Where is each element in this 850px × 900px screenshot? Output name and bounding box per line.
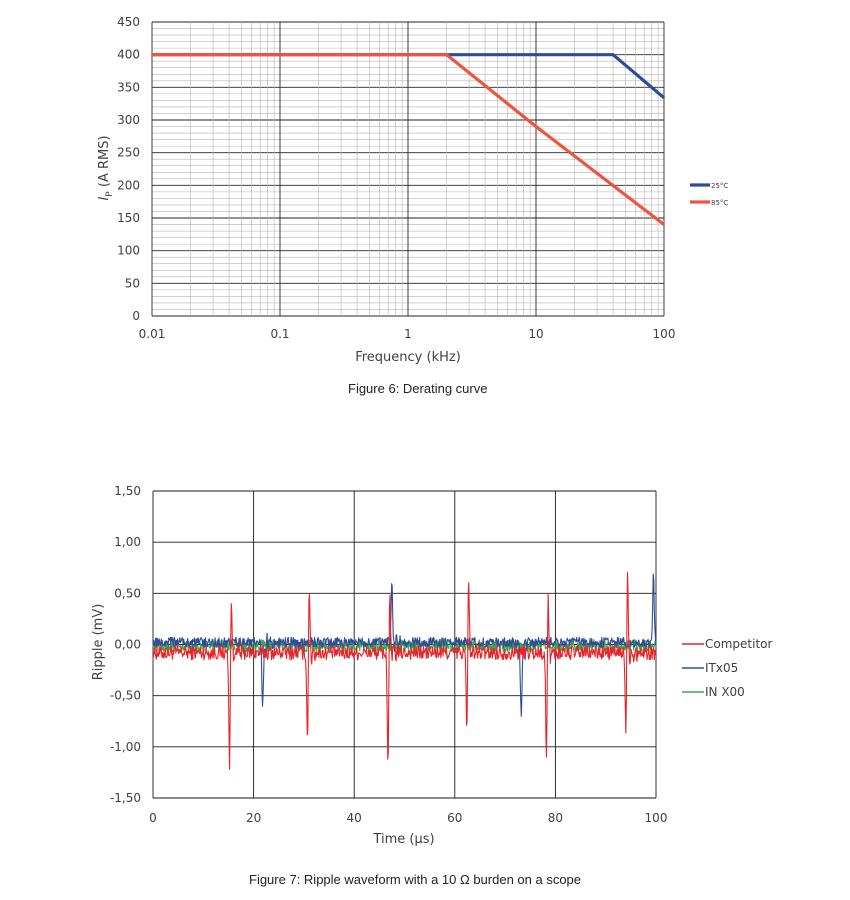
- chart2-series: [152, 571, 657, 770]
- legend-label: 25°C: [711, 182, 728, 190]
- chart1-x-axis-title: Frequency (kHz): [355, 350, 461, 365]
- y-tick-label: 400: [117, 48, 140, 62]
- series-line-competitor: [152, 571, 657, 770]
- derating-chart: 0 50 100 150 200 250 300 350 400 450 0.01 0.1 1 10 100…: [97, 15, 728, 365]
- x-tick-label: 0.01: [139, 327, 166, 341]
- y-tick-label: 350: [117, 80, 140, 94]
- chart2-tick-labels: -1,50 -1,00 -0,50 0,00 0,50 1,00 1,50 0 20 40 60 80…: [110, 484, 668, 825]
- y-tick-label: -0,50: [110, 689, 141, 703]
- chart2-y-axis-title: Ripple (mV): [91, 604, 106, 681]
- y-tick-label: 0,50: [114, 586, 141, 600]
- chart1-y-axis-title: IP (A RMS): [97, 135, 115, 200]
- y-tick-label: 0: [132, 309, 140, 323]
- x-tick-label: 80: [548, 811, 563, 825]
- chart1-tick-labels: 0 50 100 150 200 250 300 350 400 450 0.01 0.1 1 10 100: [117, 15, 675, 341]
- figure6-caption: Figure 6: Derating curve: [348, 381, 488, 396]
- y-tick-label: 1,50: [114, 484, 141, 498]
- y-tick-label: 1,00: [114, 535, 141, 549]
- x-tick-label: 40: [347, 811, 362, 825]
- y-tick-label: 300: [117, 113, 140, 127]
- figure7-caption: Figure 7: Ripple waveform with a 10 Ω bu…: [249, 872, 582, 887]
- x-tick-label: 100: [653, 327, 676, 341]
- y-tick-label: 200: [117, 178, 140, 192]
- y-tick-label: -1,00: [110, 740, 141, 754]
- y-tick-label: 150: [117, 211, 140, 225]
- y-tick-label: 450: [117, 15, 140, 29]
- series-line-itx05: [152, 573, 657, 717]
- legend-label: 85°C: [711, 199, 728, 207]
- legend-label: IN X00: [705, 685, 745, 699]
- x-tick-label: 0.1: [270, 327, 289, 341]
- x-tick-label: 0: [149, 811, 157, 825]
- ripple-chart: -1,50 -1,00 -0,50 0,00 0,50 1,00 1,50 0 20 40 60 80…: [91, 484, 772, 847]
- y-tick-label: 50: [125, 276, 140, 290]
- chart1-legend: 25°C 85°C: [690, 182, 728, 207]
- x-tick-label: 10: [528, 327, 543, 341]
- chart2-legend: Competitor ITx05 IN X00: [682, 637, 772, 699]
- x-tick-label: 100: [645, 811, 668, 825]
- x-tick-label: 20: [246, 811, 261, 825]
- legend-label: ITx05: [705, 661, 738, 675]
- y-tick-label: 100: [117, 244, 140, 258]
- chart1-grid: [151, 21, 665, 317]
- series-line-85c: [152, 53, 665, 226]
- x-tick-label: 1: [404, 327, 412, 341]
- y-tick-label: -1,50: [110, 791, 141, 805]
- y-tick-label: 250: [117, 146, 140, 160]
- legend-label: Competitor: [705, 637, 772, 651]
- chart2-x-axis-title: Time (µs): [372, 832, 434, 847]
- x-tick-label: 60: [447, 811, 462, 825]
- chart1-series: [152, 53, 666, 226]
- y-tick-label: 0,00: [114, 638, 141, 652]
